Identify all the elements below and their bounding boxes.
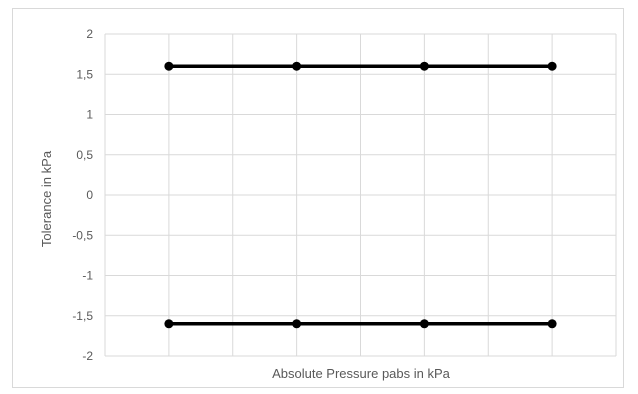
series-group [164,61,557,329]
y-tick-label: -2 [82,349,93,363]
y-tick-label: 1 [86,108,93,122]
y-tick-label: -1 [82,269,93,283]
y-axis-ticks: 2 1,5 1 0,5 0 -0,5 -1 -1,5 -2 [72,27,93,363]
data-point [547,61,557,71]
data-point [292,61,302,71]
x-axis-title: Absolute Pressure pabs in kPa [272,366,451,381]
y-tick-label: -0,5 [72,228,93,242]
data-point [419,61,429,71]
y-tick-label: 0,5 [76,148,93,162]
data-point [164,61,174,71]
y-tick-label: -1,5 [72,309,93,323]
data-point [547,319,557,329]
data-point [164,319,174,329]
y-axis-title: Tolerance in kPa [39,150,54,247]
y-tick-label: 1,5 [76,67,93,81]
y-tick-label: 2 [86,27,93,41]
y-tick-label: 0 [86,188,93,202]
data-point [292,319,302,329]
gridlines [104,33,617,357]
chart-frame: 2 1,5 1 0,5 0 -0,5 -1 -1,5 -2 Tolerance in kPa A… [12,8,624,388]
data-point [419,319,429,329]
line-chart: 2 1,5 1 0,5 0 -0,5 -1 -1,5 -2 Tolerance in kPa A… [39,27,617,381]
